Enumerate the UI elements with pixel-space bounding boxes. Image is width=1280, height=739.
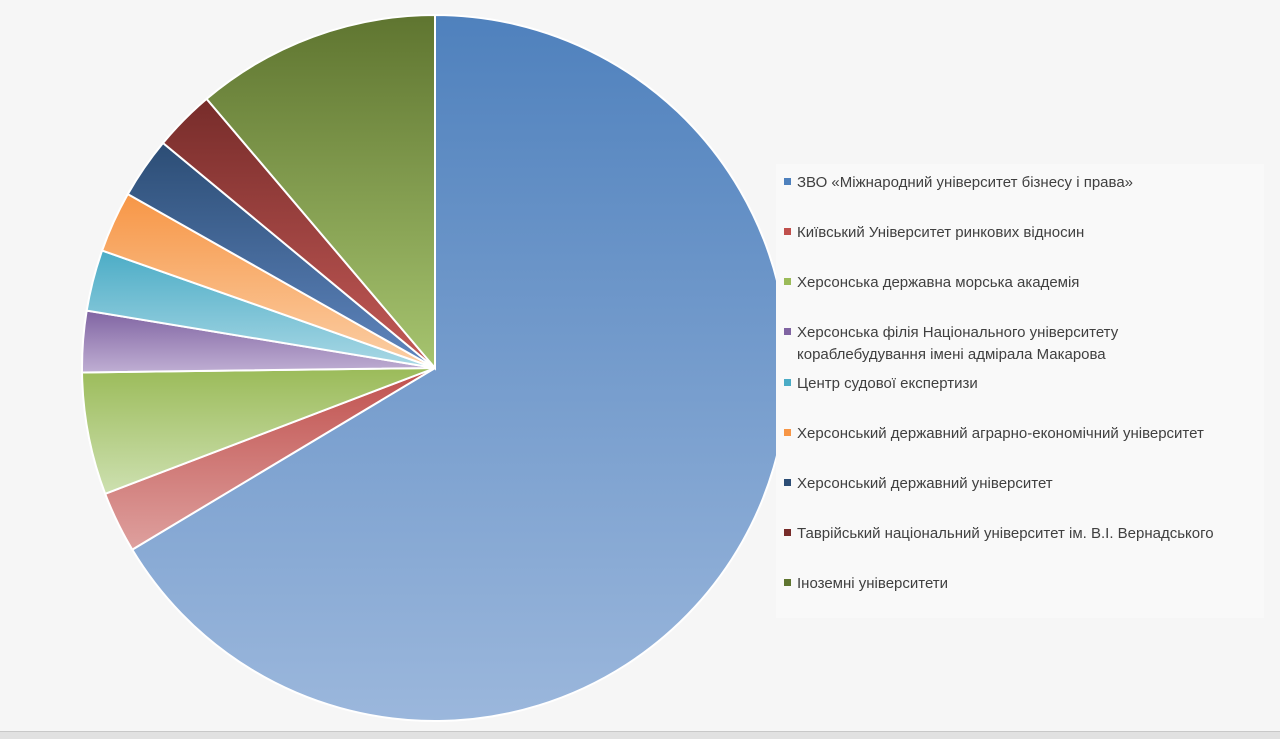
legend-label: Херсонський державний аграрно-економічни…: [797, 425, 1204, 442]
legend-swatch: [784, 379, 791, 386]
legend-item: Іноземні університети: [784, 573, 1262, 595]
legend-item: Херсонська державна морська академія: [784, 272, 1262, 294]
window-bottom-edge: [0, 731, 1280, 739]
legend-swatch: [784, 278, 791, 285]
legend-label: Центр судової експертизи: [797, 375, 978, 392]
legend-item: Центр судової експертизи: [784, 373, 1262, 395]
legend-label: Херсонська державна морська академія: [797, 274, 1080, 291]
legend-label: Іноземні університети: [797, 575, 949, 592]
legend-swatch: [784, 529, 791, 536]
legend-label: Херсонська філія Національного університ…: [797, 324, 1119, 363]
legend-label: Таврійський національний університет ім.…: [797, 525, 1214, 542]
pie-slice: [130, 13, 789, 722]
legend-item: Херсонська філія Національного університ…: [784, 322, 1262, 366]
legend-item: ЗВО «Міжнародний університет бізнесу і п…: [784, 172, 1262, 194]
chart-legend: ЗВО «Міжнародний університет бізнесу і п…: [776, 164, 1264, 618]
legend-item: Київський Університет ринкових відносин: [784, 222, 1262, 244]
legend-label: Херсонський державний університет: [797, 475, 1053, 492]
legend-item: Таврійський національний університет ім.…: [784, 523, 1262, 545]
pie-slice: [205, 13, 436, 371]
legend-label: ЗВО «Міжнародний університет бізнесу і п…: [797, 174, 1133, 191]
legend-item: Херсонський державний університет: [784, 473, 1262, 495]
legend-swatch: [784, 328, 791, 335]
legend-item: Херсонський державний аграрно-економічни…: [784, 423, 1262, 445]
legend-label: Київський Університет ринкових відносин: [797, 224, 1085, 241]
legend-swatch: [784, 579, 791, 586]
legend-swatch: [784, 429, 791, 436]
legend-swatch: [784, 228, 791, 235]
legend-swatch: [784, 178, 791, 185]
legend-swatch: [784, 479, 791, 486]
